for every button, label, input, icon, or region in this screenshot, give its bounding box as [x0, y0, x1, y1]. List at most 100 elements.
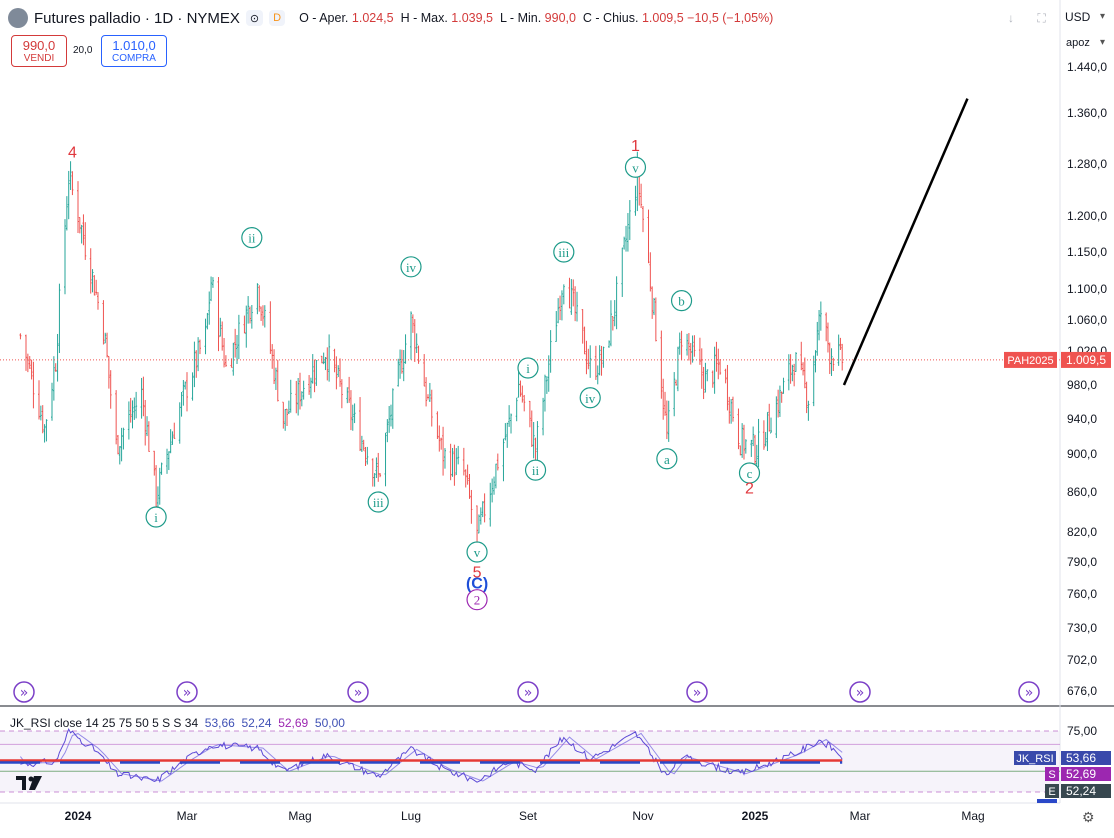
candle [322, 352, 325, 365]
market-status-icon[interactable]: ⊙ [245, 10, 264, 26]
candle [628, 200, 631, 241]
candle [245, 305, 248, 348]
sell-price: 990,0 [22, 38, 56, 53]
time-axis-label: Mar [850, 809, 871, 823]
rsi-legend[interactable]: JK_RSI close 14 25 75 50 5 S S 34 53,66 … [10, 716, 345, 730]
candle [782, 377, 785, 394]
candle [38, 380, 40, 420]
event-marker-icon: » [686, 681, 708, 703]
candle [43, 424, 46, 443]
download-icon[interactable]: ↓ [1008, 11, 1014, 25]
wave-label-text: (C) [466, 575, 488, 592]
candle [182, 379, 185, 406]
chevron-down-icon[interactable]: ▾ [1100, 37, 1106, 48]
candle [728, 396, 731, 424]
candle [807, 400, 810, 421]
candle [794, 352, 797, 372]
rsi-legend-v1: 53,66 [204, 716, 235, 730]
chevron-down-icon[interactable]: ▾ [1100, 11, 1106, 22]
candle [819, 301, 822, 331]
candle [686, 333, 689, 356]
high-label: H - Max. [400, 11, 448, 25]
wave-label: ii [524, 459, 547, 481]
candle [41, 405, 44, 434]
candle [287, 400, 290, 415]
candle [120, 427, 123, 462]
candle [67, 170, 70, 220]
candle [328, 334, 331, 382]
candle [768, 403, 771, 432]
symbol-title[interactable]: Futures palladio · 1D · NYMEX [34, 9, 240, 27]
candle [660, 330, 663, 399]
event-circle [176, 681, 198, 703]
candle [737, 408, 740, 450]
buy-button[interactable]: 1.010,0 COMPRA [101, 35, 167, 67]
candle [397, 358, 400, 387]
gear-icon[interactable]: ⚙ [1082, 809, 1095, 825]
candle [30, 359, 33, 380]
candle [687, 333, 690, 361]
candle [248, 306, 251, 324]
candle [678, 332, 681, 355]
wave-label-text: iii [558, 245, 569, 260]
delayed-data-badge[interactable]: D [269, 10, 286, 26]
wave-label-circle [466, 541, 488, 563]
event-glyph: » [856, 685, 865, 701]
candle [198, 339, 201, 355]
wave-label: iii [367, 491, 389, 513]
event-glyph: » [354, 685, 363, 701]
candle [122, 427, 125, 450]
rsi-legend-v3: 52,69 [278, 716, 309, 730]
candle [223, 338, 226, 368]
candle [375, 457, 378, 479]
candle [430, 389, 433, 427]
candle [530, 410, 533, 447]
candle [673, 372, 676, 417]
candle [583, 326, 586, 355]
time-axis-label: 2024 [65, 809, 92, 823]
candle [133, 397, 136, 420]
candle [258, 285, 261, 312]
price-axis-label: 790,0 [1067, 555, 1097, 569]
candle [234, 328, 237, 358]
logo-part [29, 776, 42, 790]
currency-selector[interactable]: USD [1065, 10, 1091, 24]
candle [724, 368, 727, 384]
candle [568, 277, 571, 309]
candle [160, 462, 163, 475]
last-price-bg [1061, 351, 1111, 368]
candle [477, 514, 480, 534]
candle [219, 317, 222, 337]
sell-button[interactable]: 990,0 VENDI [11, 35, 67, 67]
close-label: C - Chius. [582, 11, 639, 25]
candle [333, 348, 336, 373]
candle [543, 374, 546, 412]
candle [777, 389, 780, 418]
candle [167, 451, 170, 471]
candle [118, 446, 121, 465]
candle [71, 171, 74, 196]
candle [428, 382, 431, 402]
event-marker-icon: » [517, 681, 539, 703]
buy-price: 1.010,0 [112, 38, 156, 53]
candle [800, 341, 803, 371]
candle [775, 396, 778, 439]
candle [491, 478, 494, 503]
candle [510, 413, 513, 434]
wave-label-text: ii [248, 231, 256, 246]
rsi-legend-v2: 52,24 [241, 716, 272, 730]
candle [402, 350, 405, 382]
wave-label-circle [524, 459, 547, 481]
candle [426, 394, 429, 400]
candle [313, 359, 316, 393]
candle [211, 277, 214, 288]
s-name-tag: S [1048, 769, 1055, 781]
axis-mode-selector[interactable]: apoz [1066, 37, 1090, 49]
candle [536, 421, 539, 461]
price-axis-label: 1.150,0 [1067, 245, 1107, 259]
logo-part [28, 776, 34, 782]
fullscreen-icon[interactable]: ⛶ [1037, 11, 1046, 25]
candle [389, 404, 392, 427]
wave-label: iii [553, 241, 575, 263]
